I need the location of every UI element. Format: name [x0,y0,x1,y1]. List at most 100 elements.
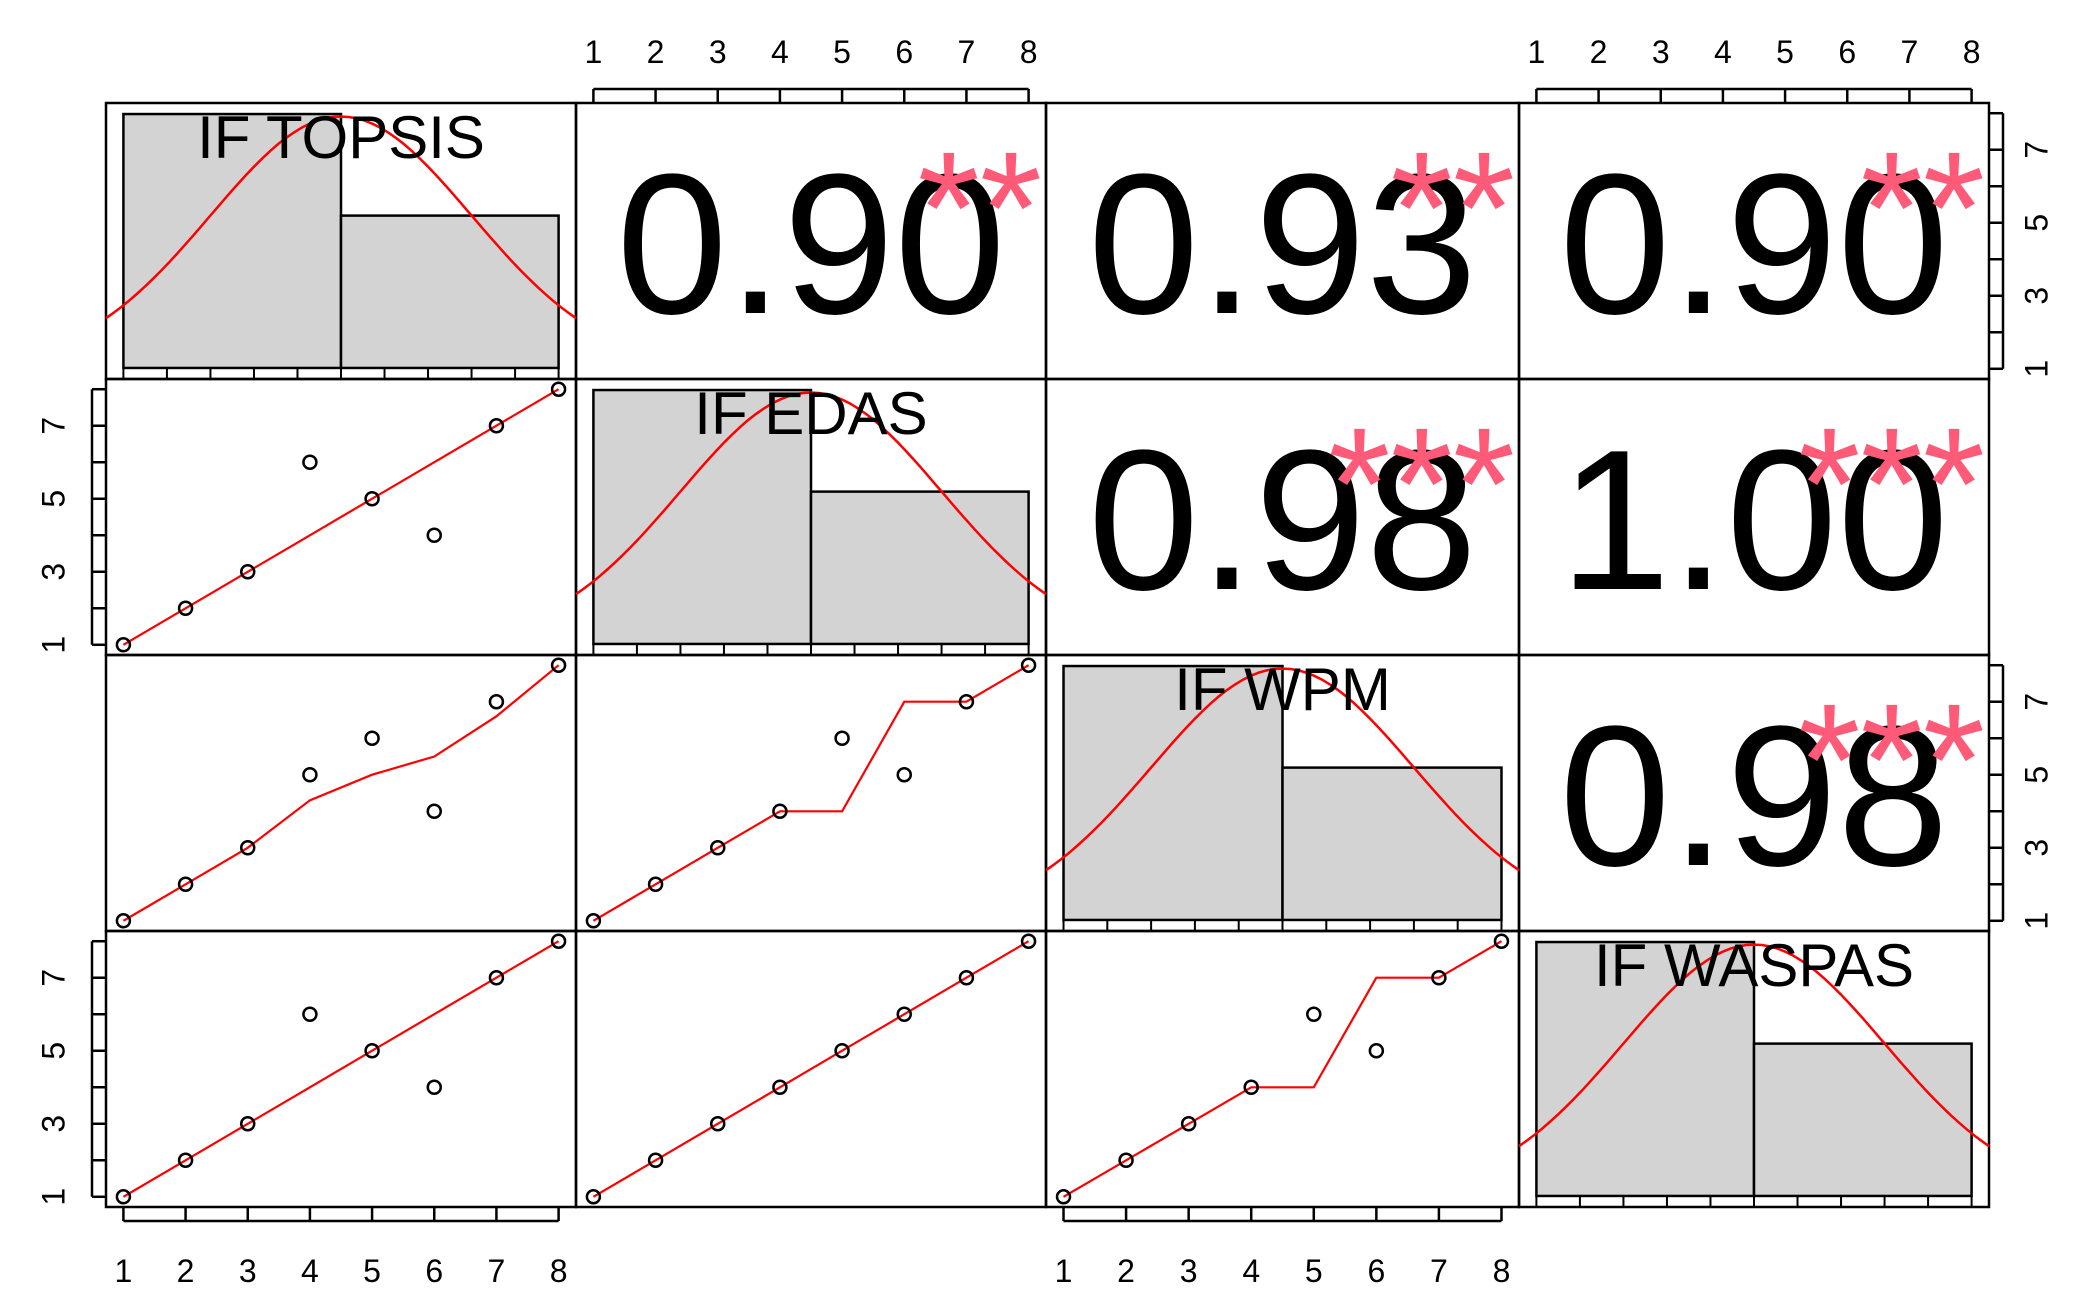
variable-label-2: IF WPM [1174,656,1391,723]
scatter-point-2-1-0 [585,913,602,929]
scatter-point-2-0-2 [239,840,256,856]
histogram-bar-0-1 [339,214,560,370]
correlation-value-0-2: 0.93 [1088,133,1477,356]
scatter-point-3-1-5 [772,1079,788,1096]
x-tick-label-top-1-3: 4 [771,34,789,70]
histogram-bar-3-0 [1535,940,1756,1198]
scatter-point-2-1-3 [896,766,913,783]
scatter-point-2-1-6 [958,693,975,710]
scatter-point-1-0-0 [115,637,132,653]
scatter-point-3-0-6 [488,969,505,986]
scatter-point-3-0-5 [426,1079,443,1096]
variable-label-3: IF WASPAS [1594,932,1914,999]
significance-stars-0-3: ** [1860,118,1985,297]
x-tick-label-bottom-0-3: 4 [301,1253,319,1289]
y-tick-label-right-2-2: 5 [2018,766,2054,784]
scatter-point-3-1-2 [709,1116,726,1132]
scatter-point-2-0-4 [364,730,380,746]
variable-labels: IF TOPSIS IF EDAS IF WPM IF WASPAS [197,104,1914,999]
x-tick-label-bottom-2-4: 5 [1305,1253,1323,1289]
scatter-point-2-0-7 [550,657,567,673]
x-tick-label-bottom-0-6: 7 [488,1253,506,1289]
scatter-point-3-0-3 [302,1006,318,1022]
y-tick-label-left-1-0: 1 [35,636,71,654]
significance-stars-0-1: ** [917,118,1042,297]
x-tick-label-bottom-2-6: 7 [1430,1253,1448,1289]
x-tick-label-top-1-2: 3 [709,34,727,70]
correlation-value-0-1: 0.90 [616,133,1005,356]
scatter-point-3-2-6 [1431,969,1447,986]
x-tick-label-bottom-0-7: 8 [550,1253,568,1289]
panel-frames [104,101,1991,1209]
y-tick-label-left-3-0: 1 [35,1188,71,1206]
x-tick-label-top-3-5: 6 [1838,34,1856,70]
x-tick-label-top-3-0: 1 [1528,34,1546,70]
y-tick-label-right-2-1: 3 [2018,839,2054,857]
scatter-point-3-0-1 [177,1152,194,1169]
scatter-point-3-1-1 [647,1152,664,1169]
scatter-point-2-0-0 [115,913,132,929]
variable-label-0: IF TOPSIS [197,104,485,171]
x-tick-label-bottom-0-5: 6 [425,1253,443,1289]
scatter-point-1-0-1 [177,600,194,617]
significance-stars-2-3: *** [1798,670,1985,849]
density-curve-2 [1045,667,1520,872]
fit-line-1-0 [122,388,560,646]
scatter-point-3-1-4 [834,1042,850,1059]
x-tick-label-top-3-3: 4 [1714,34,1732,70]
y-tick-label-left-3-3: 7 [35,969,71,987]
density-curve-1 [575,391,1047,596]
scatter-point-3-2-4 [1368,1042,1385,1059]
scatter-point-3-0-4 [364,1042,380,1059]
x-tick-label-bottom-2-2: 3 [1180,1253,1198,1289]
y-tick-label-right-2-0: 1 [2018,912,2054,930]
x-tick-label-bottom-0-0: 1 [115,1253,133,1289]
y-tick-label-right-0-2: 5 [2018,214,2054,232]
scatter-point-1-0-3 [302,454,318,470]
y-tick-label-right-0-1: 3 [2018,287,2054,305]
scatter-point-1-0-5 [426,527,443,544]
histogram-bar-2-0 [1062,664,1284,922]
scatter-point-2-1-4 [834,730,850,746]
scatter-point-3-1-0 [585,1189,602,1205]
y-tick-label-left-1-2: 5 [35,490,71,508]
fit-line-3-1 [592,940,1030,1198]
x-tick-label-top-1-0: 1 [585,34,603,70]
density-curves [105,115,1990,1148]
fit-line-3-0 [122,940,560,1198]
histograms [122,112,1973,1206]
x-tick-label-bottom-0-2: 3 [239,1253,257,1289]
scatter-point-3-2-3 [1306,1006,1322,1022]
scatter-point-2-0-1 [177,876,194,893]
scatter-point-1-0-7 [550,381,567,397]
histogram-bar-3-1 [1752,1042,1973,1198]
x-tick-label-top-1-7: 8 [1020,34,1038,70]
y-tick-label-left-3-1: 3 [35,1115,71,1133]
scatter-point-2-0-6 [488,693,505,710]
scatter-point-2-0-3 [302,766,318,783]
density-curve-3 [1518,943,1990,1148]
scatter-point-3-0-0 [115,1189,132,1205]
scatter-point-3-2-2 [1180,1116,1197,1132]
y-tick-label-left-1-3: 7 [35,417,71,435]
x-tick-label-bottom-2-7: 8 [1493,1253,1511,1289]
scatter-point-1-0-4 [364,490,380,507]
x-tick-label-bottom-2-3: 4 [1242,1253,1260,1289]
x-tick-label-top-3-7: 8 [1963,34,1981,70]
scatter-point-2-0-5 [426,803,443,820]
scatter-point-3-2-1 [1118,1152,1134,1169]
histogram-bar-2-1 [1281,766,1503,922]
x-tick-label-bottom-0-4: 5 [363,1253,381,1289]
scatter-points [115,381,1510,1205]
x-tick-label-bottom-0-1: 2 [177,1253,195,1289]
significance-stars-1-2: *** [1328,394,1515,573]
x-tick-label-top-1-5: 6 [895,34,913,70]
y-tick-label-right-0-0: 1 [2018,360,2054,378]
x-tick-label-top-3-6: 7 [1901,34,1919,70]
scatter-point-3-0-2 [239,1116,256,1132]
scatter-point-3-2-5 [1243,1079,1259,1096]
significance-stars-0-2: ** [1390,118,1515,297]
x-tick-label-bottom-2-0: 1 [1055,1253,1073,1289]
x-tick-label-top-1-4: 5 [833,34,851,70]
